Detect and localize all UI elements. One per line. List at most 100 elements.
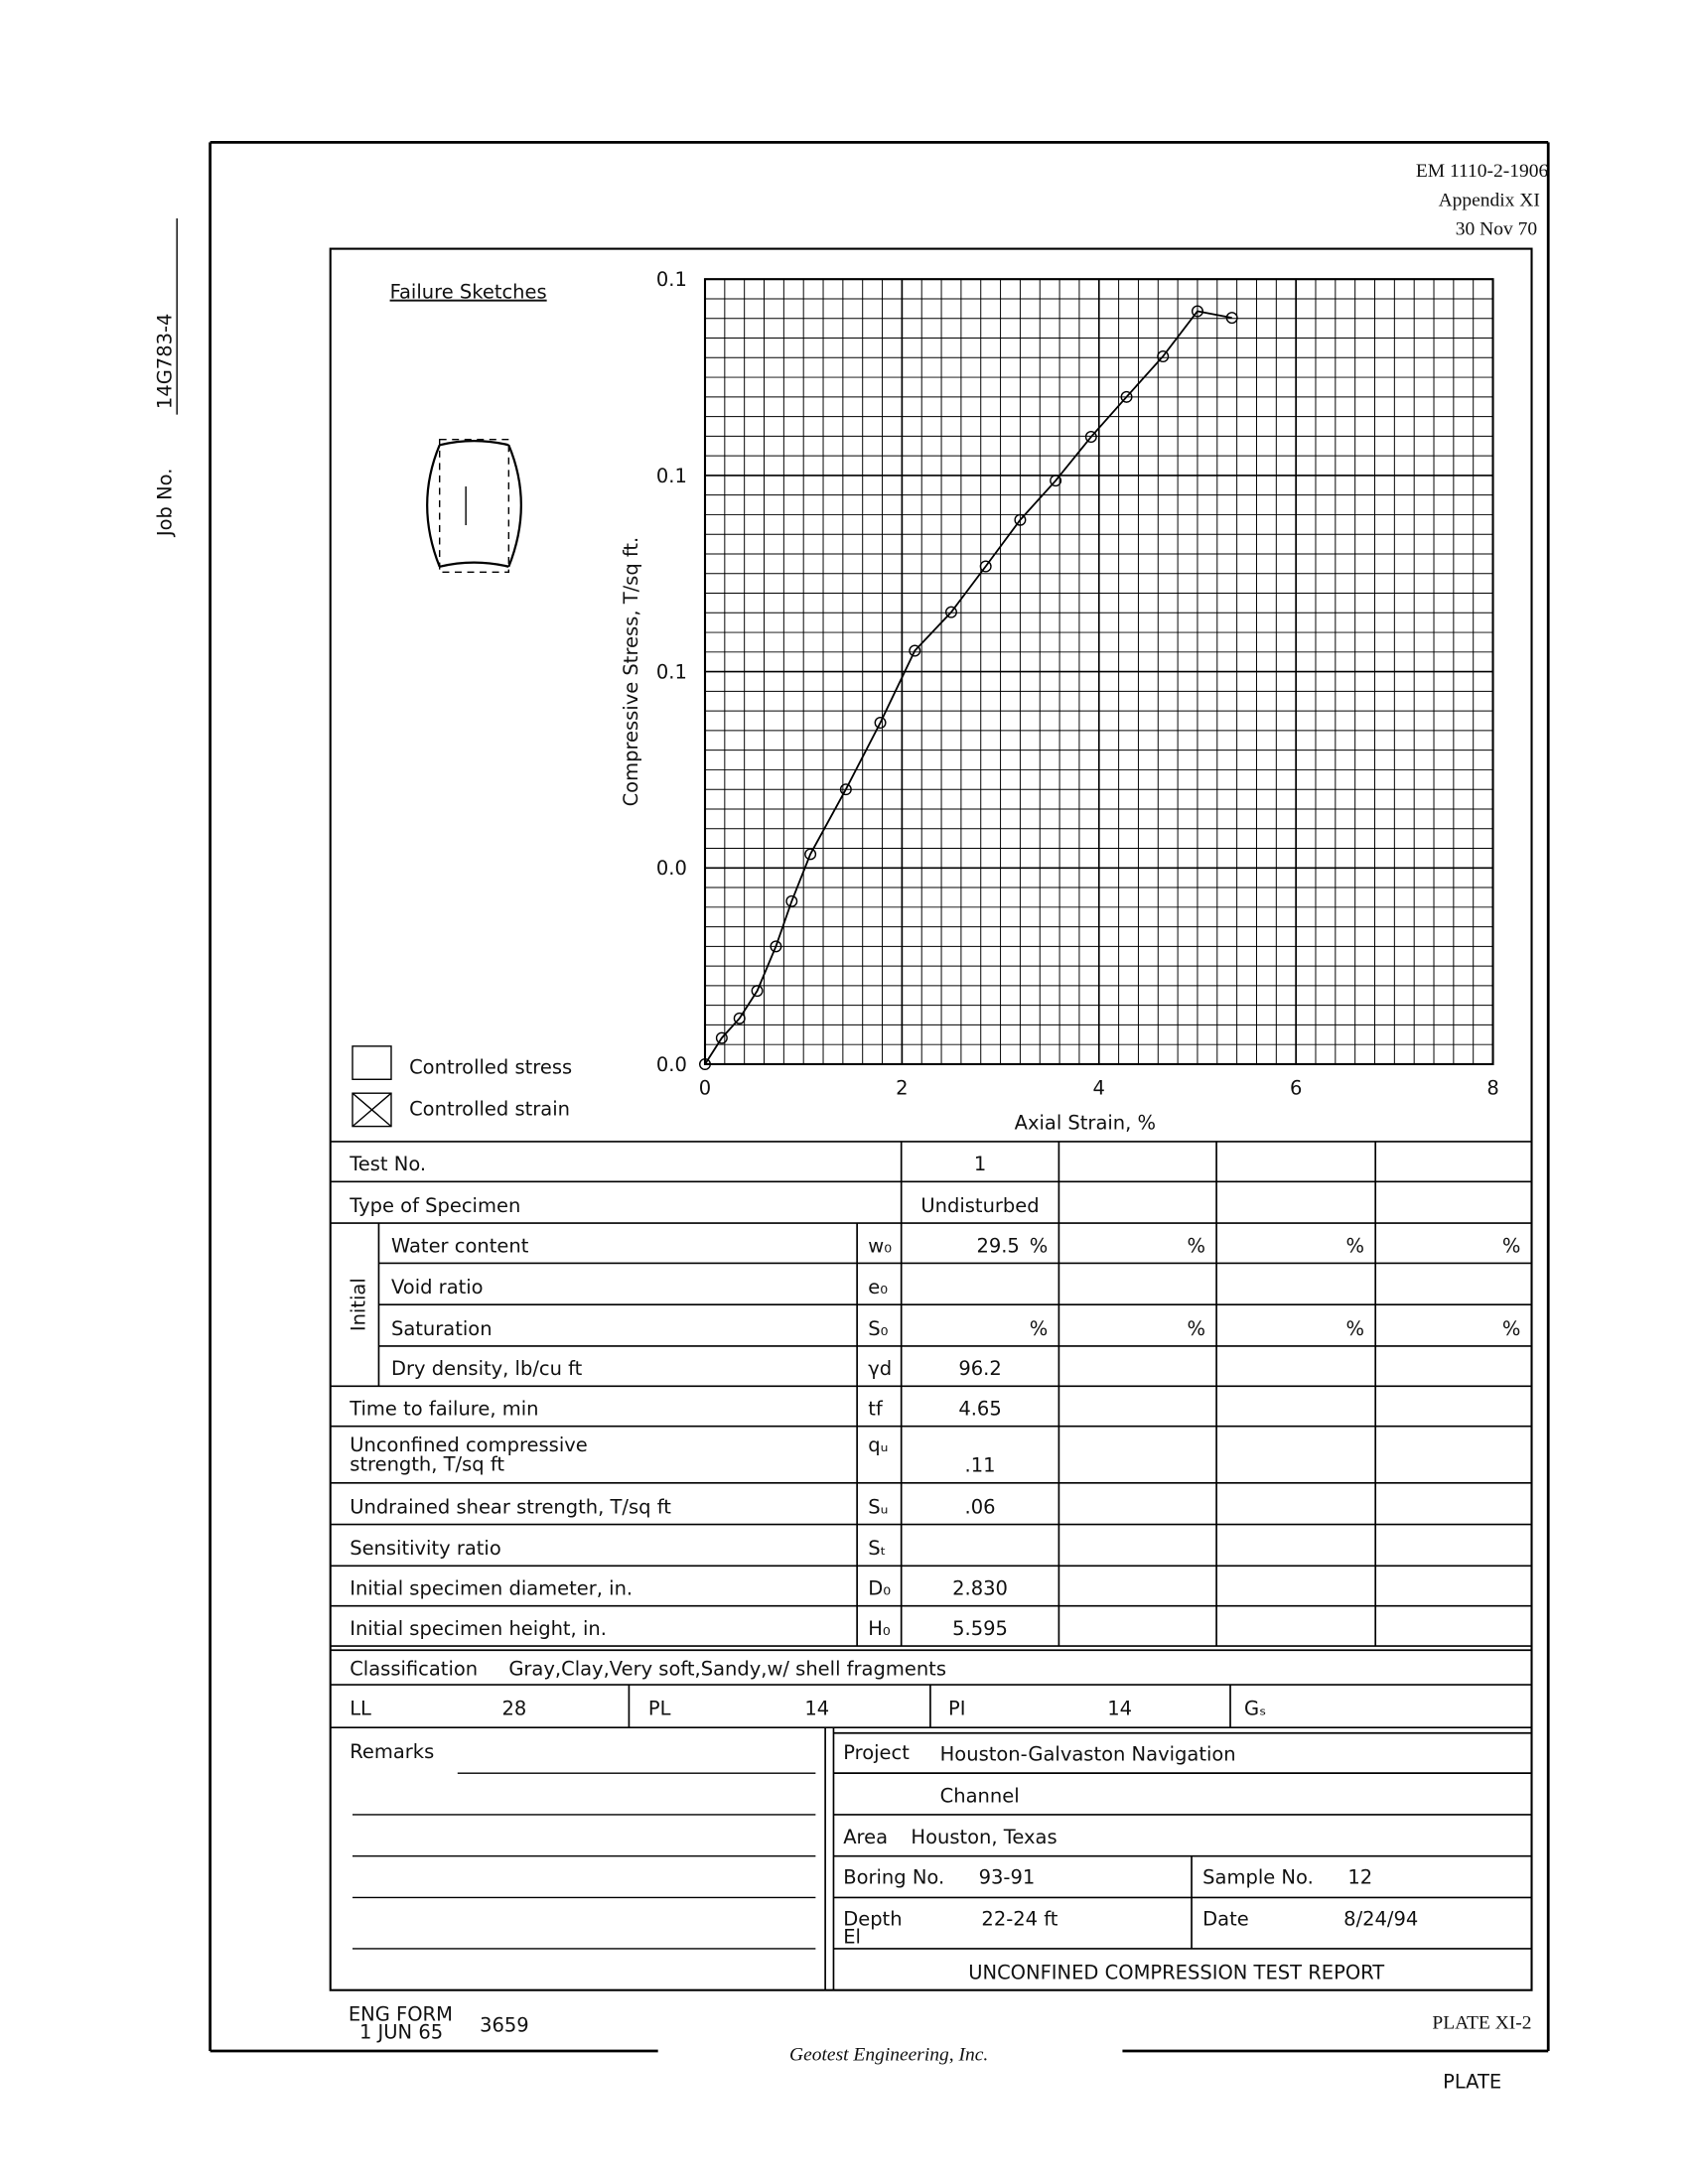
data-point	[1120, 390, 1133, 403]
row-symbol: tf	[868, 1398, 884, 1421]
y-tick-label: 0.1	[656, 268, 687, 291]
cell-unit: %	[1346, 1234, 1365, 1257]
data-point	[944, 606, 957, 618]
row-label: Undrained shear strength, T/sq ft	[350, 1495, 671, 1518]
row-label: Initial specimen height, in.	[350, 1617, 607, 1640]
cell-value: Undisturbed	[920, 1194, 1039, 1217]
x-tick-label: 6	[1290, 1077, 1302, 1100]
x-tick-label: 4	[1093, 1077, 1105, 1100]
cell-unit: %	[1030, 1317, 1049, 1340]
cell-unit: %	[1187, 1317, 1205, 1340]
row-symbol: Sᵤ	[868, 1495, 888, 1518]
boring-value: 93-91	[979, 1866, 1036, 1889]
header-code: EM 1110-2-1906	[1416, 161, 1549, 182]
elevation-label: El	[843, 1925, 861, 1948]
y-tick-label: 0.1	[656, 661, 687, 684]
row-symbol: Sₜ	[868, 1537, 886, 1560]
plate-label: PLATE	[1443, 2071, 1501, 2094]
data-point	[1225, 312, 1238, 325]
area-label: Area	[843, 1826, 888, 1848]
data-point	[1050, 475, 1062, 487]
row-symbol: S₀	[868, 1317, 888, 1340]
cell-value: .11	[965, 1454, 996, 1477]
plate-number: PLATE XI-2	[1432, 2013, 1531, 2034]
cell-value: 1	[974, 1153, 986, 1175]
data-point	[979, 560, 992, 573]
x-axis-label: Axial Strain, %	[1015, 1111, 1156, 1134]
row-label: Initial specimen diameter, in.	[350, 1577, 633, 1600]
data-point	[785, 894, 798, 907]
data-line	[704, 310, 1232, 1065]
date-label: Date	[1202, 1907, 1249, 1930]
cell-unit: %	[1187, 1234, 1205, 1257]
row-symbol: e₀	[868, 1276, 888, 1298]
area-value: Houston, Texas	[911, 1826, 1057, 1848]
limit-value: 14	[1107, 1698, 1132, 1720]
row-symbol: γd	[868, 1357, 892, 1380]
limit-label: PL	[648, 1698, 671, 1720]
y-tick-label: 0.0	[656, 857, 687, 880]
failure-sketches: Failure Sketches	[390, 281, 547, 304]
data-point	[715, 1031, 728, 1044]
data-point	[1157, 349, 1170, 362]
cell-value: 96.2	[958, 1357, 1001, 1380]
project-line: Channel	[940, 1784, 1020, 1807]
job-label: Job No.	[154, 469, 177, 539]
row-label: Dry density, lb/cu ft	[391, 1357, 583, 1380]
sample-value: 12	[1347, 1866, 1372, 1889]
row-symbol: w₀	[868, 1234, 892, 1257]
legend-boxes	[352, 1045, 392, 1128]
cell-unit: %	[1030, 1234, 1049, 1257]
row-label: Unconfined compressive	[350, 1433, 588, 1456]
data-point	[874, 717, 887, 729]
remarks-label: Remarks	[350, 1740, 434, 1763]
form-number: 3659	[480, 2013, 529, 2036]
cell-value: 29.5	[976, 1234, 1019, 1257]
legend-stress: Controlled stress	[409, 1056, 572, 1079]
plot-frame	[703, 278, 1494, 1066]
classification-text: Gray,Clay,Very soft,Sandy,w/ shell fragm…	[508, 1657, 946, 1680]
data-point	[733, 1012, 746, 1024]
row-label: Type of Specimen	[349, 1194, 520, 1217]
project-label: Project	[843, 1741, 910, 1764]
data-point	[1191, 305, 1203, 318]
data-point	[909, 644, 921, 657]
x-tick-label: 0	[699, 1077, 711, 1100]
project-line: Houston-Galvaston Navigation	[940, 1743, 1236, 1766]
header-date: 30 Nov 70	[1456, 219, 1537, 240]
limit-label: Gₛ	[1244, 1698, 1266, 1720]
data-point	[751, 985, 764, 998]
data-point	[699, 1057, 711, 1070]
row-label: Void ratio	[391, 1276, 484, 1298]
y-tick-label: 0.0	[656, 1053, 687, 1076]
job-number: 14G783-4	[154, 314, 177, 410]
form-date: 1 JUN 65	[359, 2020, 443, 2043]
cell-unit: %	[1346, 1317, 1365, 1340]
x-tick-label: 2	[896, 1077, 908, 1100]
inner-frame	[329, 247, 1533, 1991]
form-label: ENG FORM	[349, 2002, 453, 2025]
report-title: UNCONFINED COMPRESSION TEST REPORT	[968, 1962, 1384, 1984]
row-label: Saturation	[391, 1317, 493, 1340]
y-axis-label: Compressive Stress, T/sq ft.	[620, 537, 642, 807]
data-point	[1084, 431, 1097, 444]
failure-sketch	[426, 439, 522, 574]
sample-label: Sample No.	[1202, 1866, 1314, 1889]
row-symbol: H₀	[868, 1617, 891, 1640]
limit-label: PI	[948, 1698, 966, 1720]
data-point	[839, 783, 852, 796]
x-tick-label: 8	[1486, 1077, 1498, 1100]
cell-value: .06	[965, 1495, 996, 1518]
classification-label: Classification	[350, 1657, 478, 1680]
row-symbol: D₀	[868, 1577, 891, 1600]
date-value: 8/24/94	[1343, 1907, 1418, 1930]
row-label: Test No.	[349, 1153, 426, 1175]
row-label: Water content	[391, 1234, 529, 1257]
cell-unit: %	[1502, 1317, 1521, 1340]
data-point	[804, 848, 817, 861]
row-symbol: qᵤ	[868, 1433, 888, 1456]
row-label: Sensitivity ratio	[350, 1537, 501, 1560]
y-tick-label: 0.1	[656, 465, 687, 487]
boring-label: Boring No.	[843, 1866, 944, 1889]
